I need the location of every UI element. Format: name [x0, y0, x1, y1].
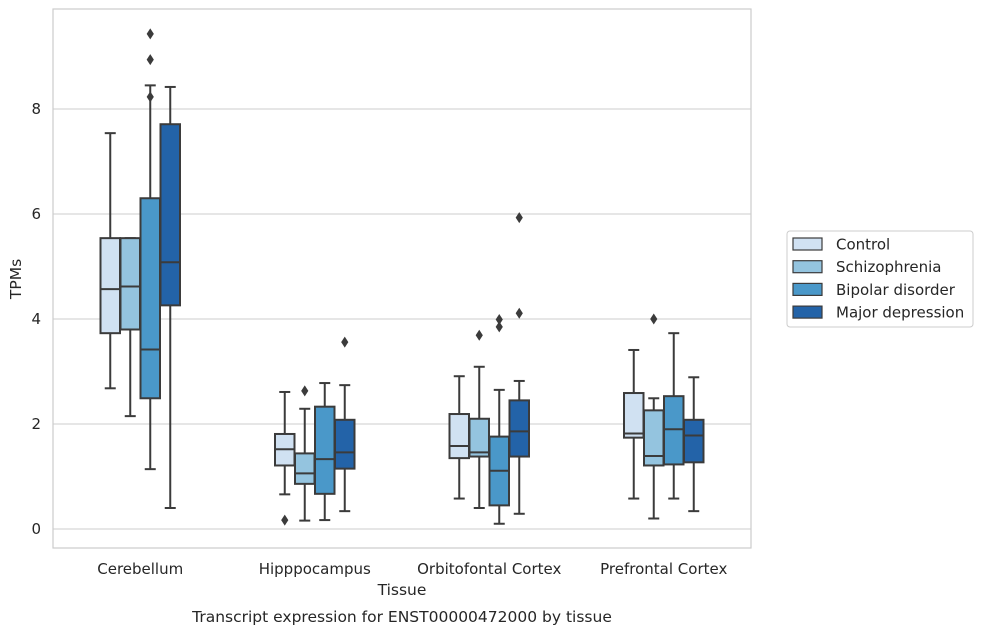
legend-label: Bipolar disorder [836, 281, 956, 299]
box-group [663, 332, 685, 500]
legend-label: Schizophrenia [836, 258, 941, 276]
box-iqr [294, 452, 316, 485]
series-schizophrenia [119, 237, 665, 522]
series-major-depression [159, 85, 705, 515]
box-group [274, 390, 296, 526]
box-iqr [139, 197, 161, 400]
legend-label: Major depression [836, 304, 964, 322]
box-group [643, 313, 665, 520]
outlier-point [515, 307, 523, 319]
box-group [508, 212, 530, 515]
box-iqr [683, 418, 705, 464]
outlier-point [146, 54, 154, 66]
y-tick-label: 4 [31, 310, 41, 328]
x-axis-label: Tissue [377, 581, 427, 599]
box-iqr [663, 395, 685, 466]
x-tick-label: Prefrontal Cortex [600, 560, 727, 578]
box-iqr [119, 237, 141, 331]
box-group [294, 385, 316, 522]
box-group [139, 28, 161, 471]
outlier-point [146, 91, 154, 103]
box-iqr [468, 417, 490, 458]
y-tick-label: 6 [31, 205, 41, 223]
y-tick-label: 2 [31, 415, 41, 433]
x-tick-label: Orbitofontal Cortex [417, 560, 561, 578]
x-tick-label: Cerebellum [97, 560, 183, 578]
box-series [99, 28, 705, 526]
box-iqr [334, 418, 356, 470]
box-iqr [508, 399, 530, 458]
plot-area-frame [52, 8, 752, 549]
legend-swatch [792, 237, 823, 251]
box-iqr [448, 413, 470, 460]
outlier-point [495, 314, 503, 326]
box-group [99, 132, 121, 390]
box-group [334, 336, 356, 513]
box-group [488, 314, 510, 525]
outlier-point [495, 321, 503, 333]
box-iqr [99, 237, 121, 335]
box-group [119, 237, 141, 418]
legend-label: Control [836, 236, 890, 254]
box-iqr [643, 409, 665, 467]
legend-frame [786, 230, 974, 328]
outlier-point [650, 313, 658, 325]
y-tick-labels: 0 2 4 6 8 [31, 100, 41, 538]
y-tick-label: 8 [31, 100, 41, 118]
x-tick-labels: Cerebellum Hipppocampus Orbitofontal Corte… [97, 560, 727, 578]
outlier-point [341, 336, 349, 348]
box-group [623, 348, 645, 500]
legend-swatch [792, 282, 823, 296]
box-group [314, 382, 336, 522]
box-group [468, 329, 490, 509]
legend-swatch [792, 260, 823, 274]
legend: Control Schizophrenia Bipolar disorder Majo… [786, 230, 974, 328]
box-iqr [314, 405, 336, 495]
y-axis-label: TPMs [7, 259, 25, 300]
box-group [683, 376, 705, 513]
box-iqr [159, 123, 181, 307]
x-tick-label: Hipppocampus [259, 560, 371, 578]
box-group [159, 85, 181, 509]
series-control [99, 132, 645, 526]
outlier-point [281, 514, 289, 526]
legend-swatch [792, 305, 823, 319]
outlier-point [301, 385, 309, 397]
series-bipolar-disorder [139, 28, 685, 525]
box-iqr [623, 392, 645, 439]
y-tick-label: 0 [31, 520, 41, 538]
outlier-point [475, 329, 483, 341]
figure-caption: Transcript expression for ENST0000047200… [191, 608, 612, 626]
box-group [448, 375, 470, 500]
outlier-point [146, 28, 154, 40]
outlier-point [515, 212, 523, 224]
